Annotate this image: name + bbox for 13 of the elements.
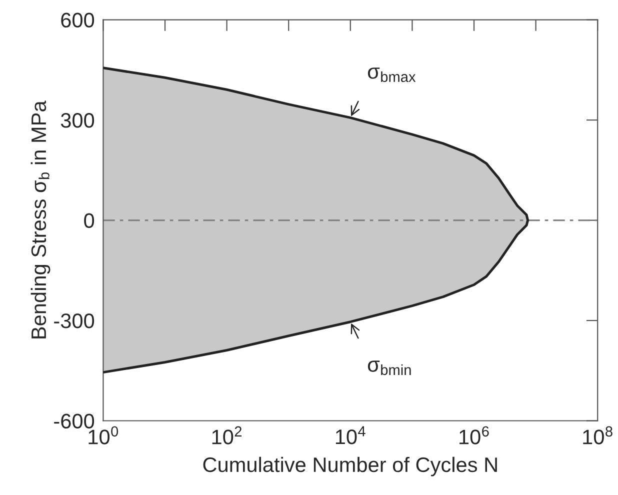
x-axis-title: Cumulative Number of Cycles N <box>203 456 497 476</box>
annotation: σ$_{bmin}$ <box>368 360 411 376</box>
y-tick-label: -600 <box>54 414 94 429</box>
x-tick-label: 10$^{6}$ <box>460 426 489 444</box>
y-tick-label: -300 <box>54 314 94 328</box>
y-tick-label: 300 <box>60 113 94 128</box>
x-tick-label: 10$^{4}$ <box>336 426 366 444</box>
y-tick-label: 0 <box>84 213 94 228</box>
x-tick-label: 10$^{8}$ <box>583 426 612 444</box>
x-tick-label: 10$^{2}$ <box>212 426 242 444</box>
y-tick-label: 600 <box>61 12 94 28</box>
y-axis-title: Bending Stress σ$_{b}$ in MPa <box>30 100 50 338</box>
annotation: σ$_{bmax}$ <box>368 68 416 82</box>
